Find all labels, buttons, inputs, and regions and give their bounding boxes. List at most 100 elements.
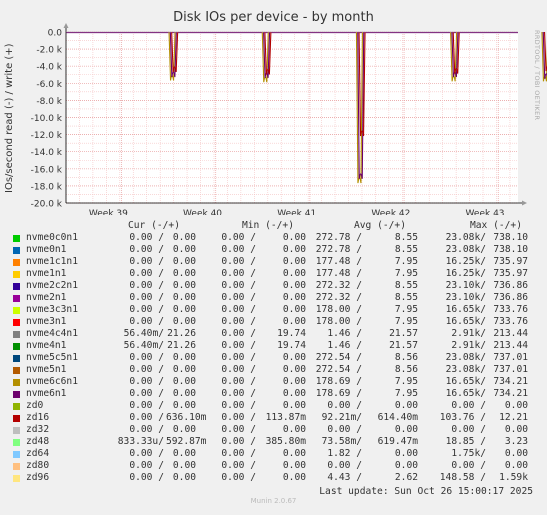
max-write: 0.00 bbox=[504, 448, 528, 459]
max-read: 16.65k/ bbox=[445, 376, 486, 387]
legend-name: zd0 bbox=[26, 400, 44, 411]
legend-row: nvme1n1 0.00 / 0.00 0.00 / 0.00 177.48 / 7.95 1… bbox=[0, 268, 547, 280]
y-tick-label: -2.0 k bbox=[36, 46, 62, 56]
cur-read: 0.00 / bbox=[129, 472, 164, 483]
legend-name: nvme4c4n1 bbox=[26, 328, 78, 339]
cur-read: 0.00 / bbox=[129, 232, 164, 243]
min-write: 113.87m bbox=[265, 412, 306, 423]
min-write: 0.00 bbox=[282, 292, 306, 303]
max-read: 23.10k/ bbox=[445, 280, 486, 291]
legend-swatch bbox=[13, 331, 20, 338]
x-tick-label: Week 42 bbox=[371, 209, 410, 215]
max-write: 738.10 bbox=[493, 232, 528, 243]
avg-read: 1.46 / bbox=[327, 328, 362, 339]
x-tick-label: Week 40 bbox=[183, 209, 222, 215]
avg-write: 614.40m bbox=[377, 412, 418, 423]
min-write: 0.00 bbox=[282, 388, 306, 399]
avg-read: 177.48 / bbox=[315, 256, 362, 267]
avg-read: 272.78 / bbox=[315, 244, 362, 255]
avg-write: 0.00 bbox=[394, 460, 418, 471]
legend-name: zd96 bbox=[26, 472, 50, 483]
avg-read: 178.69 / bbox=[315, 376, 362, 387]
max-write: 0.00 bbox=[504, 460, 528, 471]
max-read: 1.75k/ bbox=[451, 448, 486, 459]
avg-read: 1.82 / bbox=[327, 448, 362, 459]
legend-row: nvme4n1 56.40m/21.26 0.00 / 19.74 1.46 / 21.5… bbox=[0, 340, 547, 352]
avg-write: 8.55 bbox=[394, 232, 418, 243]
min-write: 0.00 bbox=[282, 472, 306, 483]
avg-read: 4.43 / bbox=[327, 472, 362, 483]
legend-swatch bbox=[13, 283, 20, 290]
y-tick-label: -12.0 k bbox=[31, 131, 63, 141]
avg-write: 8.55 bbox=[394, 280, 418, 291]
min-write: 0.00 bbox=[282, 256, 306, 267]
min-read: 0.00 / bbox=[221, 268, 256, 279]
legend-name: nvme6n1 bbox=[26, 388, 67, 399]
min-read: 0.00 / bbox=[221, 400, 256, 411]
series-spike bbox=[171, 31, 179, 73]
max-write: 736.86 bbox=[493, 292, 528, 303]
cur-read: 0.00 / bbox=[129, 256, 164, 267]
avg-write: 7.95 bbox=[394, 304, 418, 315]
max-write: 734.21 bbox=[493, 388, 528, 399]
max-write: 734.21 bbox=[493, 376, 528, 387]
header-min: Min (-/+) bbox=[242, 220, 294, 231]
avg-read: 177.48 / bbox=[315, 268, 362, 279]
legend-swatch bbox=[13, 391, 20, 398]
cur-read: 0.00 / bbox=[129, 388, 164, 399]
legend-name: nvme0n1 bbox=[26, 244, 67, 255]
max-read: 16.25k/ bbox=[445, 256, 486, 267]
cur-write: 0.00 bbox=[172, 352, 196, 363]
x-tick-label: Week 39 bbox=[89, 209, 128, 215]
min-write: 0.00 bbox=[282, 268, 306, 279]
cur-read: 0.00 / bbox=[129, 364, 164, 375]
min-write: 0.00 bbox=[282, 304, 306, 315]
avg-write: 7.95 bbox=[394, 268, 418, 279]
rrdtool-credit: RRDTOOL / TOBI OETIKER bbox=[533, 30, 541, 121]
legend-swatch bbox=[13, 439, 20, 446]
legend-name: nvme4n1 bbox=[26, 340, 67, 351]
legend-swatch bbox=[13, 319, 20, 326]
avg-write: 0.00 bbox=[394, 400, 418, 411]
legend-row: nvme6n1 0.00 / 0.00 0.00 / 0.00 178.69 / 7.95 1… bbox=[0, 388, 547, 400]
max-write: 737.01 bbox=[493, 352, 528, 363]
cur-write: 0.00 bbox=[172, 424, 196, 435]
avg-read: 272.54 / bbox=[315, 352, 362, 363]
min-write: 19.74 bbox=[277, 328, 306, 339]
legend-name: nvme2n1 bbox=[26, 292, 67, 303]
min-read: 0.00 / bbox=[221, 436, 256, 447]
cur-write: 0.00 bbox=[172, 280, 196, 291]
max-read: 103.76 / bbox=[439, 412, 486, 423]
min-write: 0.00 bbox=[282, 376, 306, 387]
y-axis-arrow bbox=[63, 23, 69, 28]
y-tick-label: -20.0 k bbox=[31, 200, 63, 210]
legend-swatch bbox=[13, 463, 20, 470]
y-tick-label: -10.0 k bbox=[31, 114, 63, 124]
max-read: 2.91k/ bbox=[451, 340, 486, 351]
munin-version: Munin 2.0.67 bbox=[250, 497, 297, 505]
series-spike bbox=[452, 31, 460, 74]
legend-row: zd0 0.00 / 0.00 0.00 / 0.00 0.00 / 0.00 0.00 / 0… bbox=[0, 400, 547, 412]
max-read: 16.65k/ bbox=[445, 316, 486, 327]
max-write: 733.76 bbox=[493, 316, 528, 327]
max-write: 213.44 bbox=[493, 328, 528, 339]
legend-name: nvme0c0n1 bbox=[26, 232, 78, 243]
min-write: 0.00 bbox=[282, 400, 306, 411]
cur-read: 56.40m/ bbox=[123, 328, 164, 339]
legend-row: nvme2n1 0.00 / 0.00 0.00 / 0.00 272.32 / 8.55 2… bbox=[0, 292, 547, 304]
legend-row: zd80 0.00 / 0.00 0.00 / 0.00 0.00 / 0.00 0.00 /… bbox=[0, 460, 547, 472]
legend-swatch bbox=[13, 247, 20, 254]
legend-name: nvme6c6n1 bbox=[26, 376, 78, 387]
min-read: 0.00 / bbox=[221, 232, 256, 243]
chart-frame bbox=[63, 23, 527, 206]
cur-write: 0.00 bbox=[172, 232, 196, 243]
avg-write: 7.95 bbox=[394, 256, 418, 267]
legend-row: nvme3c3n1 0.00 / 0.00 0.00 / 0.00 178.00 / 7.9… bbox=[0, 304, 547, 316]
avg-write: 7.95 bbox=[394, 376, 418, 387]
cur-read: 0.00 / bbox=[129, 352, 164, 363]
cur-write: 0.00 bbox=[172, 388, 196, 399]
max-read: 23.10k/ bbox=[445, 292, 486, 303]
min-read: 0.00 / bbox=[221, 280, 256, 291]
min-write: 19.74 bbox=[277, 340, 306, 351]
io-chart: 0.0 -2.0 k -4.0 k -6.0 k -8.0 k -10.0 k -12.0 … bbox=[31, 23, 547, 215]
